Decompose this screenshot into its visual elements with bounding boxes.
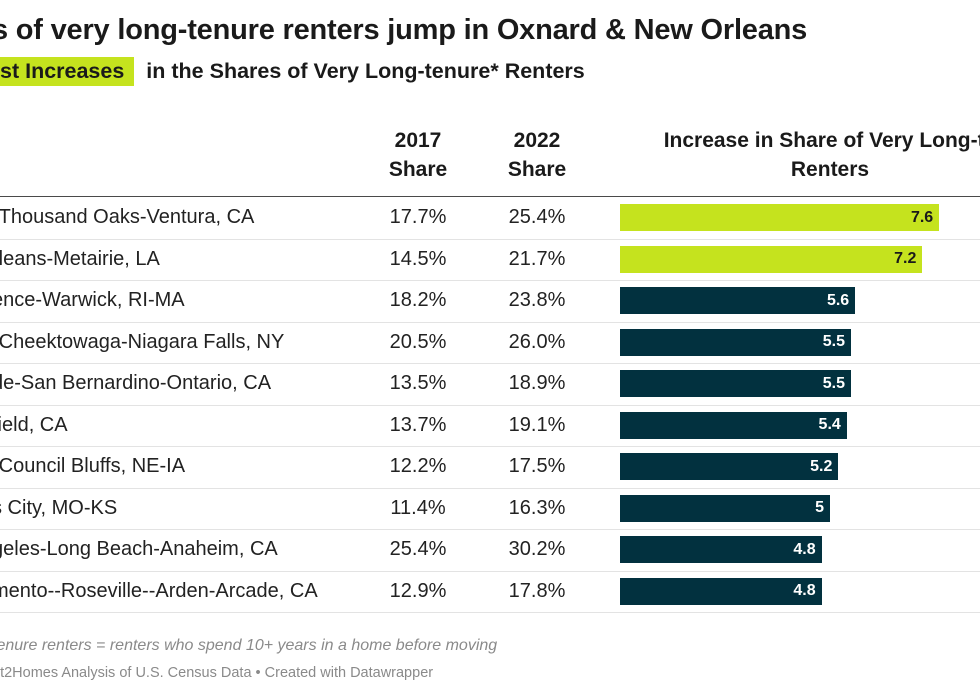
table-row: de-San Bernardino-Ontario, CA 13.5% 18.9% 5… (0, 363, 980, 406)
metro-name: -Cheektowaga-Niagara Falls, NY (0, 330, 285, 353)
increase-bar: 7.2 (620, 245, 923, 273)
share-2022-value: 26.0% (508, 330, 566, 353)
table-row: rleans-Metairie, LA 14.5% 21.7% 7.2 (0, 239, 980, 281)
increase-bar: 4.8 (620, 536, 822, 563)
increase-bar-label: 7.6 (910, 208, 934, 226)
increase-bar-label: 5.4 (818, 416, 841, 433)
column-header-2022-line2: Share (507, 158, 567, 181)
share-2017-value: 13.5% (389, 372, 447, 394)
share-2017-value: 12.2% (389, 455, 447, 477)
metro-name: s City, MO-KS (0, 496, 118, 519)
share-2017-value: 25.4% (389, 538, 447, 560)
increase-bar-label: 5 (815, 499, 824, 516)
column-header-2017-line1: 2017 (394, 129, 442, 152)
share-2017-value: 17.7% (389, 206, 447, 228)
column-header-increase[interactable]: Increase in Share of Very Long-te Renter… (610, 126, 980, 184)
increase-bar: 5.4 (620, 411, 847, 439)
metro-name: rleans-Metairie, LA (0, 247, 160, 270)
share-2017-value: 12.9% (389, 579, 447, 602)
table-row: s City, MO-KS 11.4% 16.3% 5 (0, 488, 980, 530)
share-2022-value: 17.5% (508, 455, 566, 477)
column-header-2022-share[interactable]: 2022 Share (497, 126, 577, 184)
share-2017-value: 14.5% (389, 247, 447, 270)
footnote: tenure renters = renters who spend 10+ y… (0, 637, 498, 654)
table-row: -Thousand Oaks-Ventura, CA 17.7% 25.4% 7.6 (0, 197, 980, 240)
metro-name: de-San Bernardino-Ontario, CA (0, 372, 272, 394)
increase-bar: 4.8 (620, 577, 822, 605)
increase-bar-label: 4.8 (793, 540, 816, 558)
column-header-increase-line2: Renters (790, 158, 870, 181)
share-2022-value: 19.1% (508, 413, 566, 436)
increase-bar: 5.2 (620, 453, 839, 480)
increase-bar-label: 5.5 (822, 333, 845, 350)
share-2017-value: 11.4% (390, 496, 446, 519)
column-header-2017-share[interactable]: 2017 Share (378, 126, 458, 184)
column-header-increase-line1: Increase in Share of Very Long-te (663, 129, 980, 152)
share-2017-value: 13.7% (389, 413, 447, 436)
increase-bar-label: 5.2 (810, 457, 833, 475)
share-2022-value: 25.4% (508, 206, 566, 228)
share-2017-value: 18.2% (389, 289, 447, 311)
header-divider (0, 196, 980, 197)
table-row: -Cheektowaga-Niagara Falls, NY 20.5% 26.0%… (0, 322, 980, 364)
increase-bar-label: 5.5 (822, 374, 845, 392)
table-row: geles-Long Beach-Anaheim, CA 25.4% 30.2% 4.… (0, 529, 980, 572)
share-2022-value: 18.9% (508, 372, 566, 394)
table-row: mento--Roseville--Arden-Arcade, CA 12.9% 1… (0, 571, 980, 613)
metro-name: -Thousand Oaks-Ventura, CA (0, 206, 255, 228)
increase-bar-label: 5.6 (826, 291, 850, 309)
increase-bar: 5.5 (620, 370, 851, 397)
share-2022-value: 16.3% (508, 496, 566, 519)
table-row: ence-Warwick, RI-MA 18.2% 23.8% 5.6 (0, 280, 980, 323)
chart-subtitle: st Increases in the Shares of Very Long-… (0, 55, 585, 87)
subtitle-text: in the Shares of Very Long-tenure* Rente… (146, 59, 585, 83)
increase-bar: 5 (620, 494, 830, 522)
table-row: -Council Bluffs, NE-IA 12.2% 17.5% 5.2 (0, 446, 980, 489)
increase-bar: 7.6 (620, 204, 940, 231)
table-row: field, CA 13.7% 19.1% 5.4 (0, 405, 980, 447)
column-header-2022-line1: 2022 (513, 129, 561, 152)
share-2022-value: 23.8% (508, 289, 566, 311)
increase-bar-label: 7.2 (894, 250, 917, 267)
chart-title: s of very long-tenure renters jump in Ox… (0, 14, 808, 46)
source-credit: nt2Homes Analysis of U.S. Census Data • … (0, 665, 434, 681)
metro-name: field, CA (0, 413, 68, 436)
metro-name: -Council Bluffs, NE-IA (0, 455, 186, 477)
increase-bar: 5.5 (620, 328, 851, 356)
subtitle-highlight: st Increases (0, 57, 135, 86)
column-header-2017-line2: Share (388, 158, 448, 181)
share-2022-value: 17.8% (508, 579, 566, 602)
metro-name: mento--Roseville--Arden-Arcade, CA (0, 579, 318, 602)
share-2022-value: 30.2% (508, 538, 566, 560)
share-2017-value: 20.5% (389, 330, 447, 353)
increase-bar-label: 4.8 (793, 582, 816, 599)
share-2022-value: 21.7% (508, 247, 566, 270)
metro-name: geles-Long Beach-Anaheim, CA (0, 538, 278, 560)
metro-name: ence-Warwick, RI-MA (0, 289, 185, 311)
increase-bar: 5.6 (620, 287, 856, 314)
